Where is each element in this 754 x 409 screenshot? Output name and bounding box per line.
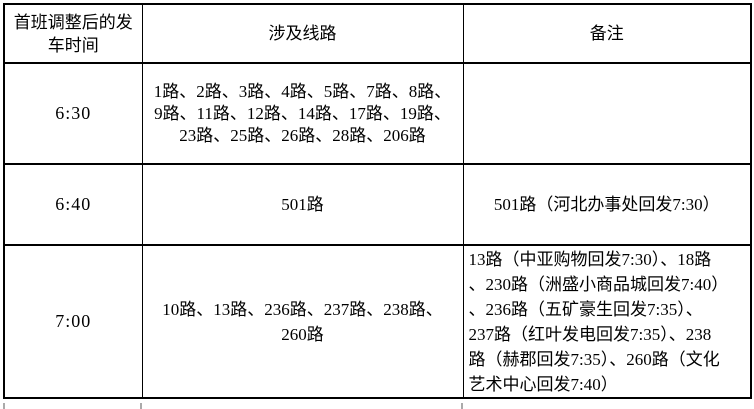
cell-departure-time: 6:40 [3,163,143,246]
table-row-640: 6:40 501路 501路（河北办事处回发7:30） [3,163,752,246]
cell-departure-time: 7:00 [3,244,143,399]
table-row-630: 6:30 1路、2路、3路、4路、5路、7路、8路、 9路、11路、12路、14… [3,62,752,165]
bus-schedule-table: 首班调整后的发车时间 涉及线路 备注 6:30 1路、2路、3路、4路、5路、7… [3,3,752,399]
cell-remark: 501路（河北办事处回发7:30） [462,163,752,246]
cutoff-row-border-stub-middle [140,403,142,409]
cell-routes: 501路 [141,163,464,246]
cell-departure-time: 6:30 [3,62,143,165]
cell-remark: 13路（中亚购物回发7:30）、18路 、230路（洲盛小商品城回发7:40） … [462,244,752,399]
cutoff-row-border-stub-right [461,403,463,409]
header-cell-remark: 备注 [462,3,752,64]
cutoff-row-border-stub-left [3,403,5,409]
table-row-700: 7:00 10路、13路、236路、237路、238路、 260路 13路（中亚… [3,244,752,399]
cell-routes: 10路、13路、236路、237路、238路、 260路 [141,244,464,399]
cell-remark [462,62,752,165]
table-header-row: 首班调整后的发车时间 涉及线路 备注 [3,3,752,64]
header-cell-routes: 涉及线路 [141,3,464,64]
header-cell-departure-time: 首班调整后的发车时间 [3,3,143,64]
cell-routes: 1路、2路、3路、4路、5路、7路、8路、 9路、11路、12路、14路、17路… [141,62,464,165]
